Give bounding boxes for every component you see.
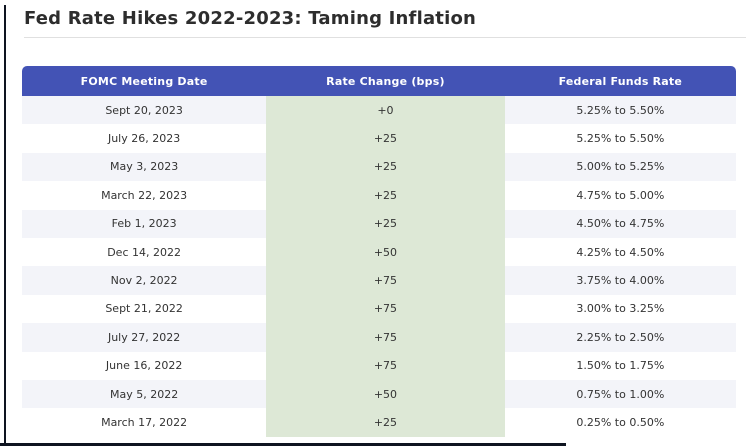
- cell-meeting-date: Feb 1, 2023: [22, 209, 267, 238]
- cell-federal-funds-rate: 2.25% to 2.50%: [504, 323, 736, 352]
- cell-federal-funds-rate: 3.75% to 4.00%: [504, 266, 736, 295]
- table-row: Nov 2, 2022 +75 3.75% to 4.00%: [22, 266, 736, 295]
- cell-federal-funds-rate: 3.00% to 3.25%: [504, 294, 736, 324]
- title-divider: [24, 37, 746, 38]
- bottom-frame-edge: [0, 443, 566, 446]
- table-row: May 5, 2022 +50 0.75% to 1.00%: [22, 379, 736, 409]
- cell-rate-change: +0: [266, 96, 505, 125]
- cell-federal-funds-rate: 1.50% to 1.75%: [504, 351, 736, 380]
- table-row: May 3, 2023 +25 5.00% to 5.25%: [22, 152, 736, 182]
- table-row: July 26, 2023 +25 5.25% to 5.50%: [22, 124, 736, 153]
- cell-rate-change: +75: [266, 351, 505, 380]
- cell-rate-change: +25: [266, 181, 505, 210]
- table-row: March 17, 2022 +25 0.25% to 0.50%: [22, 408, 736, 437]
- table-row: Dec 14, 2022 +50 4.25% to 4.50%: [22, 237, 736, 267]
- cell-rate-change: +25: [266, 124, 505, 153]
- cell-federal-funds-rate: 5.25% to 5.50%: [504, 96, 736, 125]
- cell-federal-funds-rate: 0.25% to 0.50%: [504, 408, 736, 437]
- cell-rate-change: +50: [266, 237, 505, 267]
- cell-meeting-date: Sept 21, 2022: [22, 294, 267, 324]
- table-row: Sept 20, 2023 +0 5.25% to 5.50%: [22, 96, 736, 125]
- left-frame-edge: [4, 5, 6, 446]
- cell-rate-change: +75: [266, 294, 505, 324]
- table-row: July 27, 2022 +75 2.25% to 2.50%: [22, 323, 736, 352]
- col-header-federal-funds-rate: Federal Funds Rate: [504, 66, 736, 96]
- table-header-row: FOMC Meeting Date Rate Change (bps) Fede…: [22, 66, 736, 96]
- cell-rate-change: +25: [266, 152, 505, 182]
- cell-meeting-date: May 5, 2022: [22, 379, 267, 409]
- col-header-fomc-meeting-date: FOMC Meeting Date: [22, 66, 267, 96]
- cell-federal-funds-rate: 0.75% to 1.00%: [504, 379, 736, 409]
- cell-federal-funds-rate: 4.25% to 4.50%: [504, 237, 736, 267]
- cell-meeting-date: March 22, 2023: [22, 181, 267, 210]
- cell-rate-change: +75: [266, 323, 505, 352]
- col-header-rate-change: Rate Change (bps): [266, 66, 505, 96]
- cell-meeting-date: Nov 2, 2022: [22, 266, 267, 295]
- cell-rate-change: +50: [266, 379, 505, 409]
- cell-meeting-date: June 16, 2022: [22, 351, 267, 380]
- cell-meeting-date: Dec 14, 2022: [22, 237, 267, 267]
- fed-rate-table: FOMC Meeting Date Rate Change (bps) Fede…: [22, 66, 736, 437]
- table-row: March 22, 2023 +25 4.75% to 5.00%: [22, 181, 736, 210]
- cell-federal-funds-rate: 4.50% to 4.75%: [504, 209, 736, 238]
- cell-meeting-date: July 27, 2022: [22, 323, 267, 352]
- table-row: Sept 21, 2022 +75 3.00% to 3.25%: [22, 294, 736, 324]
- cell-meeting-date: Sept 20, 2023: [22, 96, 267, 125]
- cell-federal-funds-rate: 4.75% to 5.00%: [504, 181, 736, 210]
- cell-meeting-date: July 26, 2023: [22, 124, 267, 153]
- cell-rate-change: +25: [266, 209, 505, 238]
- cell-federal-funds-rate: 5.25% to 5.50%: [504, 124, 736, 153]
- cell-meeting-date: May 3, 2023: [22, 152, 267, 182]
- page-title: Fed Rate Hikes 2022-2023: Taming Inflati…: [24, 8, 477, 29]
- cell-meeting-date: March 17, 2022: [22, 408, 267, 437]
- cell-rate-change: +75: [266, 266, 505, 295]
- cell-rate-change: +25: [266, 408, 505, 437]
- table-row: Feb 1, 2023 +25 4.50% to 4.75%: [22, 209, 736, 238]
- cell-federal-funds-rate: 5.00% to 5.25%: [504, 152, 736, 182]
- table-row: June 16, 2022 +75 1.50% to 1.75%: [22, 351, 736, 380]
- table-body: Sept 20, 2023 +0 5.25% to 5.50% July 26,…: [22, 96, 736, 437]
